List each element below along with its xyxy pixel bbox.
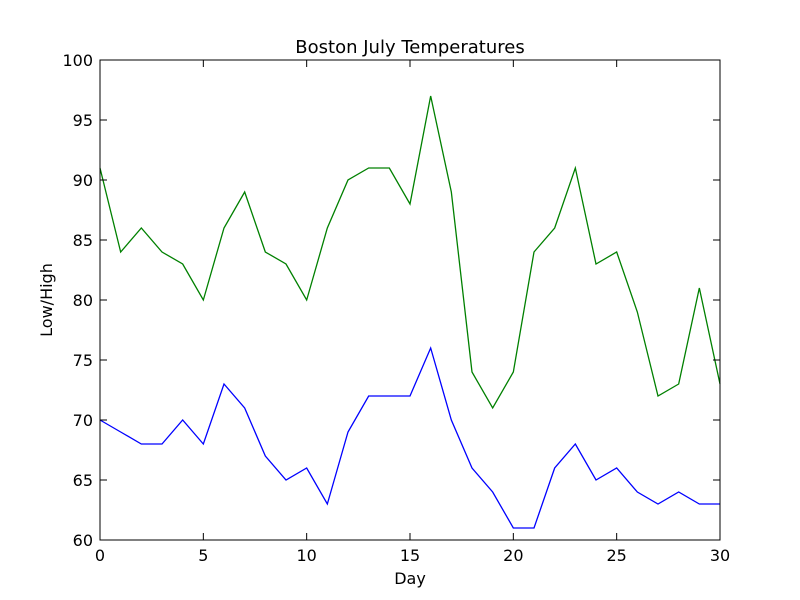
chart-title: Boston July Temperatures [295, 37, 524, 58]
x-tick-label: 25 [606, 546, 626, 565]
y-tick-label: 100 [62, 51, 93, 70]
x-axis-label: Day [394, 569, 426, 588]
x-tick-label: 0 [95, 546, 105, 565]
y-tick-label: 65 [73, 471, 93, 490]
x-tick-label: 10 [296, 546, 316, 565]
x-tick-label: 20 [503, 546, 523, 565]
series-line-high [99, 95, 721, 410]
y-tick-label: 85 [73, 231, 93, 250]
y-tick-label: 75 [73, 351, 93, 370]
ticks-layer: 0 5 10 15 20 25 30 60 65 70 75 80 85 90 95 100 [62, 51, 730, 565]
y-tick-label: 90 [73, 171, 93, 190]
y-tick-label: 70 [73, 411, 93, 430]
y-tick-label: 95 [73, 111, 93, 130]
y-tick-label: 60 [73, 531, 93, 550]
plot-frame [99, 59, 721, 541]
x-tick-label: 30 [710, 546, 730, 565]
y-tick-label: 80 [73, 291, 93, 310]
series-line-low [99, 346, 720, 529]
x-tick-label: 5 [198, 546, 208, 565]
x-tick-label: 15 [400, 546, 420, 565]
series-layer [99, 95, 721, 529]
y-axis-label: Low/High [37, 263, 56, 337]
